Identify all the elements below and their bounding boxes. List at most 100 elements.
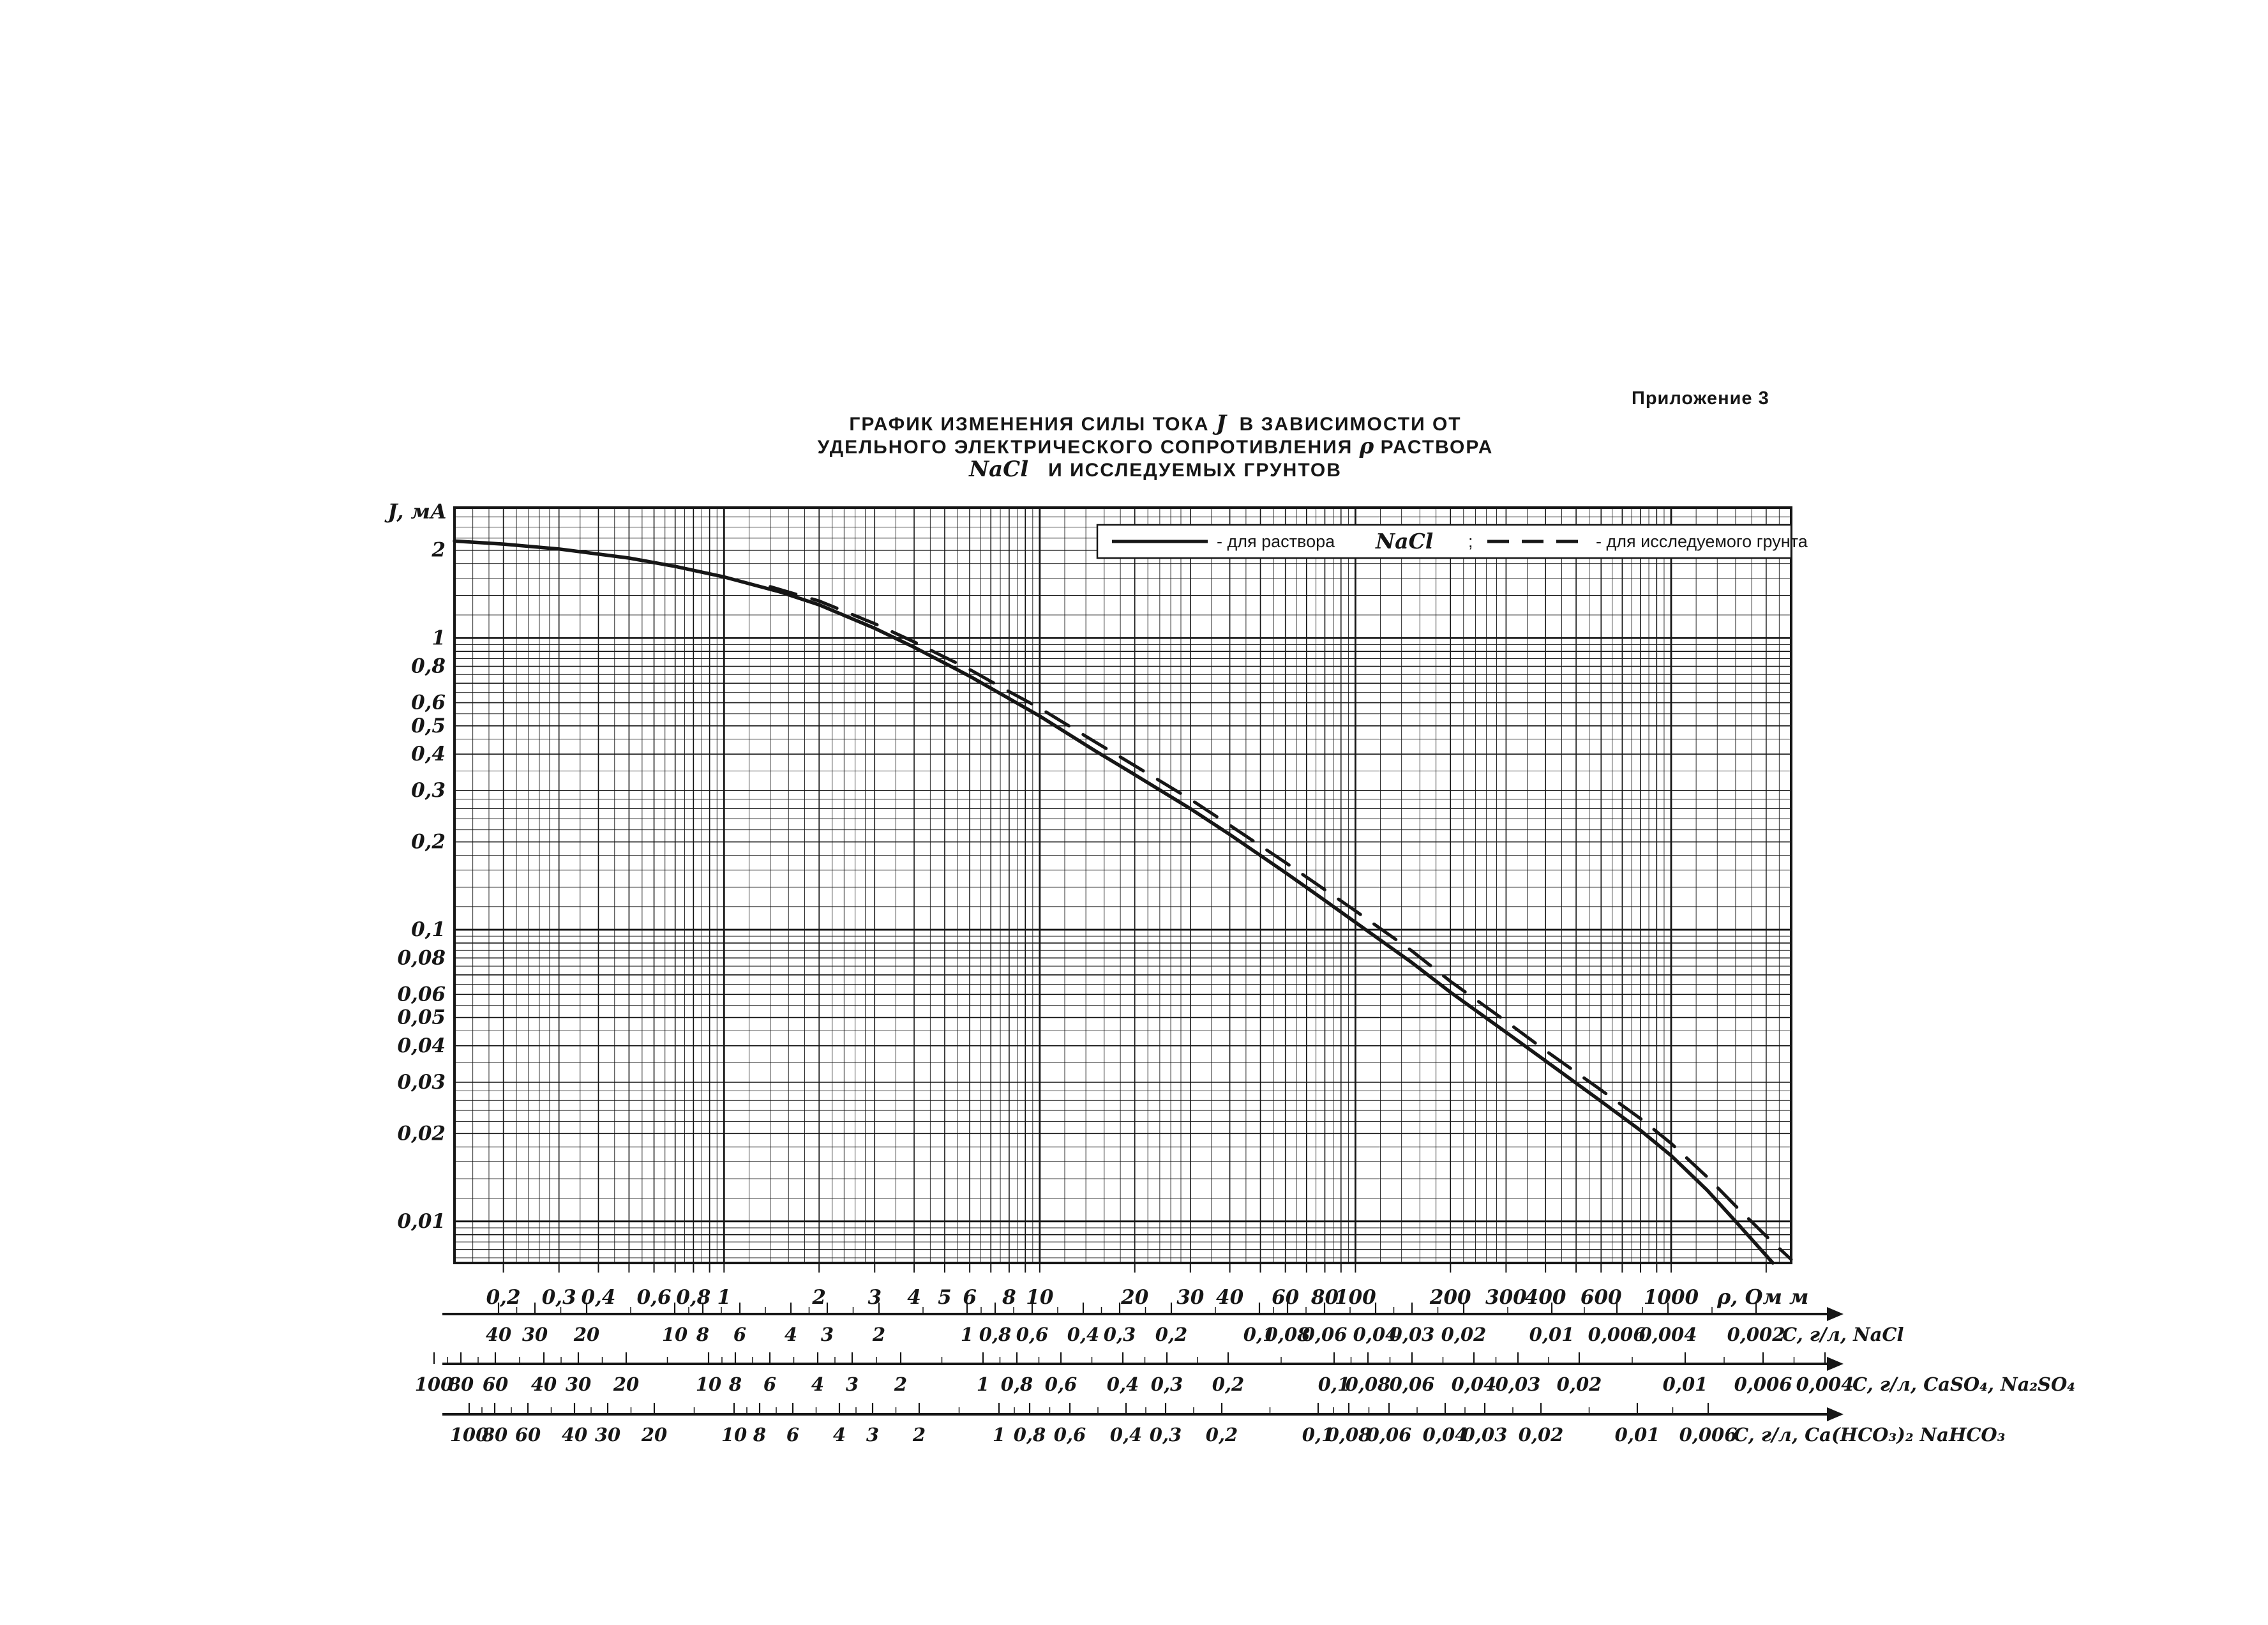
scale-tick-label: 0,04 (1353, 1324, 1399, 1345)
scale-tick-label: 60 (483, 1373, 508, 1395)
x-tick-label: 100 (1335, 1286, 1376, 1309)
scale-tick-label: 8 (753, 1424, 766, 1446)
scale-tick-label: 2 (872, 1324, 885, 1345)
x-tick-label: 0,2 (486, 1286, 521, 1309)
scale-tick-label: 30 (566, 1373, 591, 1395)
scale-tick-label: 2 (912, 1424, 926, 1446)
scale-tick-label: 0,006 (1679, 1424, 1738, 1446)
y-tick-label: 0,5 (411, 714, 446, 737)
scale-tick-label: 0,2 (1212, 1373, 1244, 1395)
scale-axis-arrow (1827, 1307, 1844, 1321)
scale-tick-label: 4 (785, 1324, 797, 1345)
x-tick-label: 10 (1026, 1286, 1054, 1309)
nacl-symbol: NaCl (969, 457, 1029, 482)
x-tick-label: 200 (1429, 1286, 1471, 1309)
legend-dashed-label: - для исследуемого грунта (1596, 532, 1808, 551)
scale-tick-label: 0,1 (1318, 1373, 1350, 1395)
scale-tick-label: 3 (866, 1424, 879, 1446)
legend-solid-label: - для раствора (1217, 532, 1335, 551)
scale-unit-label: C, г/л, Ca(HCO₃)₂ NaHCO₃ (1734, 1424, 2005, 1446)
x-tick-label: 400 (1525, 1286, 1566, 1309)
scale-tick-label: 10 (662, 1324, 687, 1345)
y-tick-label: 1 (432, 626, 446, 649)
scale-tick-label: 40 (531, 1373, 557, 1395)
scale-tick-label: 0,1 (1302, 1424, 1334, 1446)
x-tick-label: 4 (907, 1286, 921, 1309)
scale-tick-label: 1 (993, 1424, 1005, 1446)
y-tick-label: 0,4 (411, 743, 446, 766)
scale-tick-label: 0,4 (1067, 1324, 1099, 1345)
scale-unit-label: C, г/л, NaCl (1782, 1324, 1904, 1345)
legend-separator: ; (1468, 532, 1473, 551)
x-tick-label: 2 (811, 1286, 826, 1309)
scale-tick-label: 40 (562, 1424, 587, 1446)
chart-title: ГРАФИК ИЗМЕНЕНИЯ СИЛЫ ТОКА J В ЗАВИСИМОС… (785, 412, 1526, 481)
scale-tick-label: 0,6 (1016, 1324, 1048, 1345)
scale-tick-label: 0,01 (1615, 1424, 1660, 1446)
scale-axis-arrow (1827, 1357, 1844, 1371)
legend-box (1096, 524, 1792, 559)
x-tick-label: 3 (867, 1286, 882, 1309)
y-tick-label: 0,03 (397, 1071, 446, 1094)
scale-tick-label: 6 (786, 1424, 799, 1446)
y-tick-label: 0,3 (411, 779, 446, 802)
scale-tick-label: 0,6 (1054, 1424, 1086, 1446)
scale-tick-label: 0,2 (1155, 1324, 1187, 1345)
curve-studied-soil (769, 585, 1793, 1262)
rho-symbol: ρ (1359, 434, 1374, 459)
scale-tick-label: 10 (721, 1424, 747, 1446)
scale-tick-label: 0,03 (1496, 1373, 1541, 1395)
scale-tick-label: 0,8 (1014, 1424, 1046, 1446)
scale-tick-label: 6 (763, 1373, 776, 1395)
x-tick-label: 5 (938, 1286, 952, 1309)
appendix-label: Приложение 3 (1632, 388, 1769, 409)
scale-tick-label: 0,006 (1734, 1373, 1792, 1395)
scale-tick-label: 1 (977, 1373, 989, 1395)
title-line-1: ГРАФИК ИЗМЕНЕНИЯ СИЛЫ ТОКА J В ЗАВИСИМОС… (849, 411, 1462, 436)
title-line-2: УДЕЛЬНОГО ЭЛЕКТРИЧЕСКОГО СОПРОТИВЛЕНИЯ ρ… (817, 434, 1494, 459)
scale-tick-label: 0,06 (1302, 1324, 1348, 1345)
scale-tick-label: 0,02 (1441, 1324, 1487, 1345)
scale-tick-label: 3 (846, 1373, 859, 1395)
title-line-3: NaCl И ИССЛЕДУЕМЫХ ГРУНТОВ (969, 457, 1342, 482)
x-tick-label: 8 (1002, 1286, 1016, 1309)
x-tick-label: 30 (1176, 1286, 1205, 1309)
scale-tick-label: 40 (486, 1324, 511, 1345)
scale-tick-label: 1 (961, 1324, 973, 1345)
y-tick-label: 0,01 (397, 1210, 446, 1233)
scale-tick-label: 0,4 (1110, 1424, 1142, 1446)
scale-tick-label: 0,4 (1107, 1373, 1139, 1395)
y-tick-label: 0,02 (397, 1122, 446, 1145)
legend-solid-chem: NaCl (1375, 529, 1433, 554)
scale-tick-label: 20 (613, 1373, 639, 1395)
x-tick-label: 1000 (1644, 1286, 1699, 1309)
scale-tick-label: 30 (595, 1424, 620, 1446)
x-axis-unit-label: ρ, Ом м (1716, 1285, 1808, 1309)
scale-tick-label: 0,06 (1367, 1424, 1412, 1446)
scale-tick-label: 0,02 (1557, 1373, 1602, 1395)
y-tick-label: 0,08 (397, 946, 446, 969)
y-tick-label: 2 (431, 539, 446, 562)
scale-tick-label: 0,06 (1390, 1373, 1435, 1395)
scale-tick-label: 0,08 (1346, 1373, 1391, 1395)
x-tick-label: 20 (1120, 1286, 1149, 1309)
x-tick-label: 0,6 (637, 1286, 672, 1309)
scale-tick-label: 2 (894, 1373, 907, 1395)
y-tick-label: 0,1 (411, 918, 446, 941)
scale-tick-label: 0,3 (1150, 1424, 1182, 1446)
scale-tick-label: 80 (481, 1424, 507, 1446)
scale-tick-label: 4 (833, 1424, 846, 1446)
scale-tick-label: 3 (821, 1324, 834, 1345)
scale-tick-label: 4 (811, 1373, 824, 1395)
scale-tick-label: 0,08 (1265, 1324, 1310, 1345)
scale-tick-label: 0,03 (1462, 1424, 1508, 1446)
scale-tick-label: 100 (415, 1373, 454, 1395)
x-tick-label: 60 (1272, 1286, 1300, 1309)
scale-unit-label: C, г/л, CaSO₄, Na₂SO₄ (1852, 1373, 2075, 1395)
y-tick-label: 0,2 (411, 831, 446, 854)
scale-tick-label: 60 (515, 1424, 541, 1446)
y-axis-unit-label: J, мА (384, 499, 447, 524)
scale-axis-arrow (1827, 1407, 1844, 1421)
